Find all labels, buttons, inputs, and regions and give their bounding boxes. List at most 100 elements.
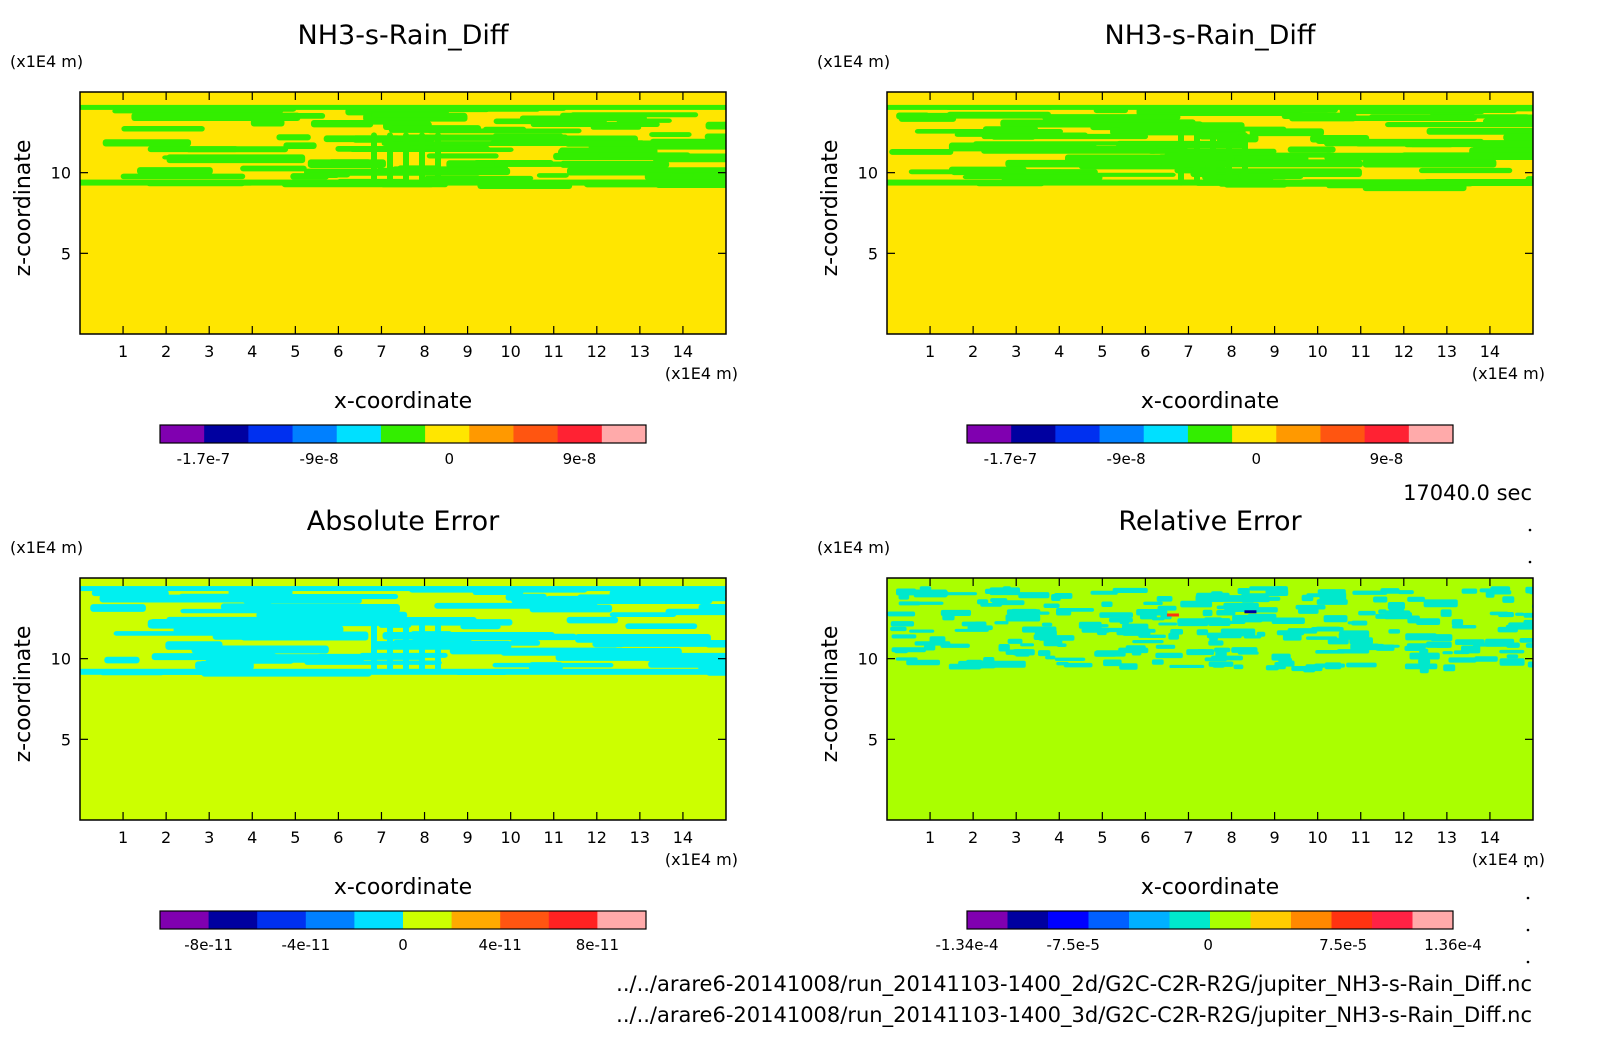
contour-band	[1457, 114, 1533, 119]
speckle-patch	[894, 649, 908, 654]
speckle-patch	[1155, 652, 1183, 659]
contour-band	[427, 619, 513, 626]
contour-band	[1042, 114, 1181, 121]
plume-streak	[419, 618, 425, 672]
speckle-patch	[998, 644, 1010, 652]
contour-band	[283, 142, 317, 149]
speckle-patch	[940, 609, 972, 616]
contour-band	[1324, 141, 1369, 147]
contour-band	[1005, 159, 1162, 168]
colorbar-swatch	[248, 425, 294, 443]
speckle-patch	[1314, 663, 1346, 668]
colorbar-swatch	[1007, 911, 1049, 929]
x-tick-label: 12	[587, 828, 607, 847]
x-tick-label: 3	[204, 342, 214, 361]
speckle-patch	[1409, 652, 1440, 660]
speckle-patch	[890, 626, 907, 632]
contour-band	[1119, 126, 1188, 131]
speckle-patch	[1298, 608, 1319, 614]
plume-streak	[1178, 132, 1184, 186]
contour-band	[222, 646, 271, 656]
contour-band	[1503, 133, 1533, 141]
contour-band	[276, 134, 311, 141]
contour-band	[1409, 140, 1533, 148]
speckle-patch	[1271, 617, 1305, 624]
speckle-patch	[1515, 612, 1525, 616]
colorbar-swatch	[305, 911, 355, 929]
speckle-patch	[1358, 610, 1376, 616]
contour-band	[981, 145, 1157, 154]
plume-streak	[435, 618, 441, 672]
speckle-patch	[1529, 588, 1533, 595]
speckle-patch	[1101, 601, 1113, 607]
contour-band	[616, 118, 672, 123]
speckle-patch	[913, 589, 948, 598]
contour-band	[434, 602, 598, 609]
chart-title: NH3-s-Rain_Diff	[1105, 20, 1317, 51]
x-tick-label: 1	[118, 342, 128, 361]
contour-band	[483, 126, 527, 132]
speckle-patch	[1316, 599, 1348, 605]
contour-band	[166, 154, 306, 164]
colorbar-swatch	[403, 911, 453, 929]
plot-frame	[79, 91, 727, 335]
colorbar-swatch	[160, 425, 205, 443]
x-tick-label: 2	[161, 342, 171, 361]
hotspot-red	[1166, 613, 1179, 617]
colorbar-swatch	[1143, 425, 1189, 443]
speckle-patch	[1265, 665, 1279, 671]
speckle-patch	[1329, 616, 1342, 622]
contour-band	[946, 111, 1052, 119]
contour-band	[1198, 132, 1239, 140]
contour-band	[649, 132, 692, 138]
speckle-patch	[1156, 596, 1173, 602]
plume-streak	[403, 132, 409, 186]
contour-band	[982, 126, 1039, 133]
x-tick-label: 2	[968, 342, 978, 361]
x-tick-label: 4	[1054, 828, 1064, 847]
speckle-patch	[1474, 656, 1498, 662]
contour-band	[566, 616, 619, 624]
colorbar-swatch	[1011, 425, 1056, 443]
contour-band	[381, 141, 561, 146]
speckle-patch	[1043, 603, 1060, 608]
colorbar-swatch	[380, 425, 426, 443]
speckle-patch	[1219, 620, 1246, 624]
time-label: 17040.0 sec	[1403, 481, 1532, 505]
speckle-patch	[1157, 605, 1177, 611]
speckle-patch	[1090, 590, 1118, 595]
x-tick-label: 13	[1437, 342, 1457, 361]
speckle-patch	[1349, 637, 1373, 645]
speckle-patch	[1350, 643, 1379, 651]
colorbar-swatch	[1291, 911, 1332, 929]
x-unit-label: (x1E4 m)	[665, 850, 738, 869]
chart-panel-1: NH3-s-Rain_Diff(x1E4 m)1 2 3 4 5 6 7 8 9 10 11 12 13…	[10, 20, 738, 468]
speckle-patch	[1177, 618, 1209, 627]
colorbar-tick-label: -7.5e-5	[1046, 936, 1099, 954]
contour-band	[705, 639, 726, 648]
plume-streak	[1194, 132, 1200, 186]
chart-panel-2: NH3-s-Rain_Diff(x1E4 m)1 2 3 4 5 6 7 8 9 10 11 12 13…	[817, 20, 1545, 468]
speckle-patch	[1012, 649, 1035, 656]
speckle-patch	[1214, 647, 1231, 653]
x-unit-label: (x1E4 m)	[1472, 850, 1545, 869]
contour-band	[704, 133, 726, 140]
contour-band	[410, 631, 453, 637]
plot-frame	[79, 577, 727, 821]
speckle-patch	[1208, 640, 1224, 646]
colorbar-swatch	[513, 425, 559, 443]
colorbar-swatch	[1408, 425, 1454, 443]
contour-band	[1426, 127, 1533, 135]
speckle-patch	[1440, 609, 1452, 617]
contour-band	[609, 612, 677, 617]
speckle-patch	[1271, 653, 1291, 661]
plume-streak	[387, 618, 393, 672]
speckle-patch	[1319, 592, 1347, 601]
speckle-patch	[1155, 644, 1176, 649]
x-unit-label: (x1E4 m)	[665, 364, 738, 383]
speckle-patch	[1405, 633, 1437, 641]
contour-band	[292, 173, 340, 178]
speckle-patch	[1007, 638, 1023, 644]
speckle-patch	[1103, 659, 1122, 667]
speckle-patch	[1404, 645, 1426, 652]
